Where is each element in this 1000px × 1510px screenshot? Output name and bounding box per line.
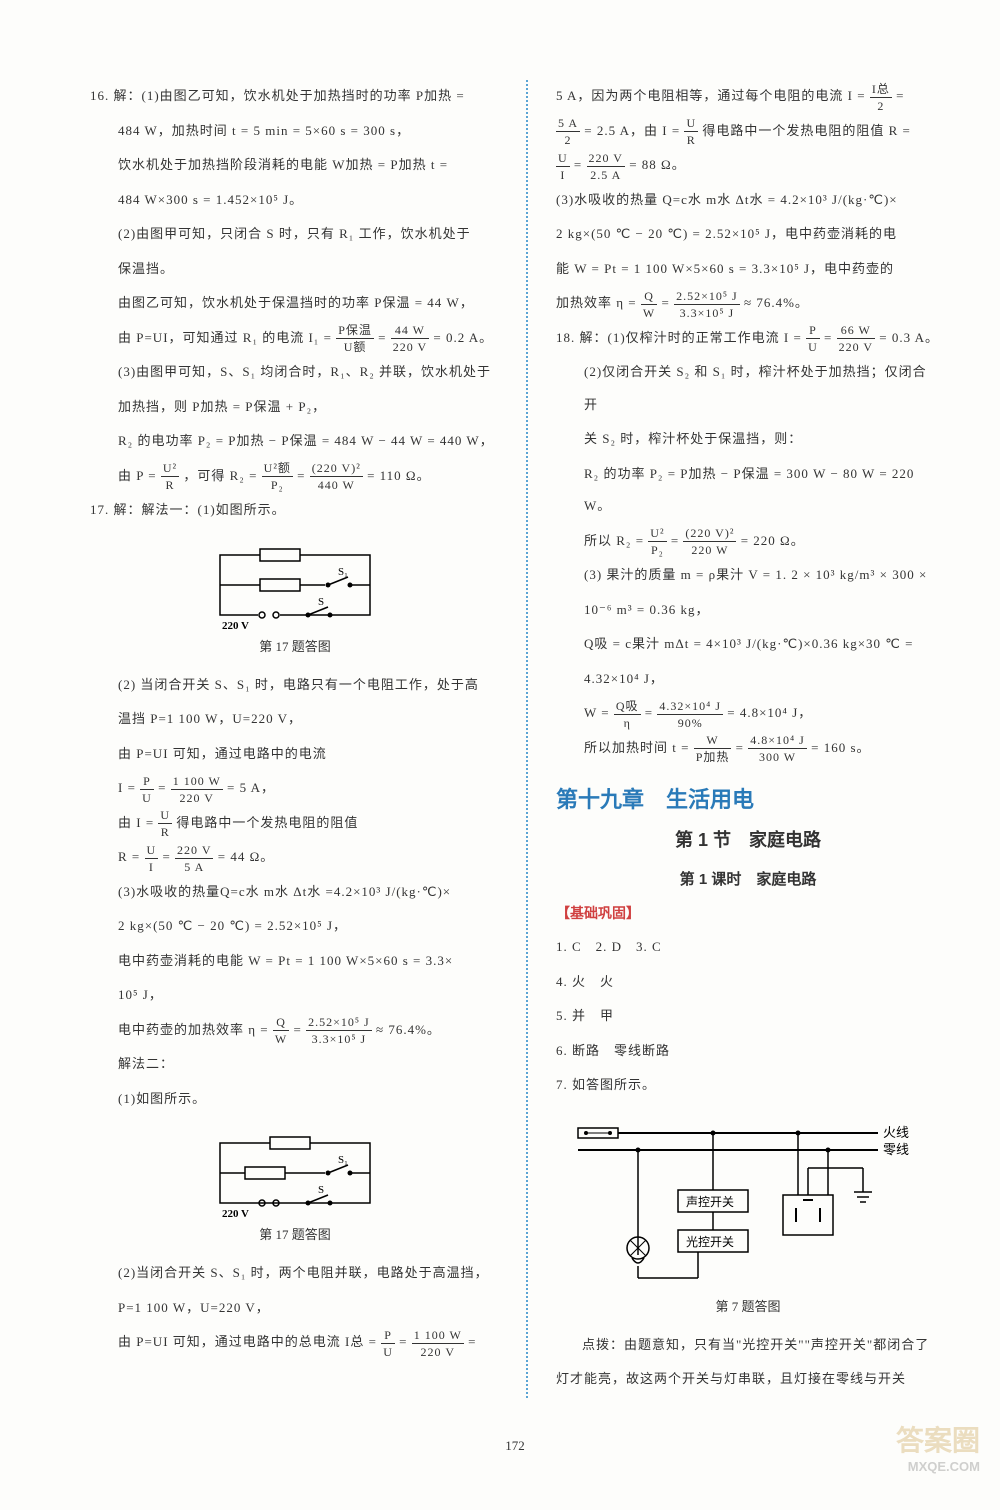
- chapter-title: 第十九章 生活用电: [556, 782, 940, 814]
- q18-line: W = Q吸η = 4.32×10⁴ J90% = 4.8×10⁴ J，: [556, 697, 940, 730]
- watermark: 答案圈 MXQE.COM: [896, 1419, 980, 1474]
- q16-line: 由 P=UI，可知通过 R₁ 的电流 I₁ = P保温U额 = 44 W220 …: [90, 322, 500, 355]
- hint-line: 点拨：由题意知，只有当"光控开关""声控开关"都闭合了: [556, 1329, 940, 1362]
- q18-line: (3) 果汁的质量 m = ρ果汁 V = 1. 2 × 10³ kg/m³ ×…: [556, 559, 940, 592]
- q17-line: R = UI = 220 V5 A = 44 Ω。: [90, 841, 500, 874]
- answer-line: 1. C 2. D 3. C: [556, 931, 940, 964]
- q17-line: (2) 当闭合开关 S、S₁ 时，电路只有一个电阻工作，处于高: [90, 669, 500, 702]
- q7-caption: 第 7 题答图: [556, 1296, 940, 1315]
- q17-line: (1)如图所示。: [90, 1083, 500, 1116]
- q17-line: (3)水吸收的热量Q=c水 m水 Δt水 =4.2×10³ J/(kg·℃)×: [90, 876, 500, 909]
- q17-caption-1: 第 17 题答图: [90, 636, 500, 655]
- fig-label: 火线: [883, 1125, 909, 1140]
- fig-label: 220 V: [222, 1208, 249, 1218]
- cont-line: 2 kg×(50 ℃ − 20 ℃) = 2.52×10⁵ J，电中药壶消耗的电: [556, 218, 940, 251]
- answer-line: 4. 火 火: [556, 966, 940, 999]
- q17-line: 10⁵ J，: [90, 979, 500, 1012]
- q16-line: R₂ 的电功率 P₂ = P加热 − P保温 = 484 W − 44 W = …: [90, 425, 500, 458]
- q18-line: R₂ 的功率 P₂ = P加热 − P保温 = 300 W − 80 W = 2…: [556, 458, 940, 523]
- q18-line: 10⁻⁶ m³ = 0.36 kg，: [556, 594, 940, 627]
- q17-line: P=1 100 W，U=220 V，: [90, 1292, 500, 1325]
- q16-line: 加热挡，则 P加热 = P保温 + P₂，: [90, 391, 500, 424]
- q17-figure-2: S₁ S 220 V: [90, 1133, 500, 1218]
- lesson-title: 第 1 课时 家庭电路: [556, 868, 940, 889]
- fig-label: 声控开关: [686, 1195, 734, 1209]
- answer-line: 5. 并 甲: [556, 1000, 940, 1033]
- answer-line: 6. 断路 零线断路: [556, 1035, 940, 1068]
- q18-line: 18. 解：(1)仅榨汁时的正常工作电流 I = PU = 66 W220 V …: [556, 322, 940, 355]
- q16-line: 484 W，加热时间 t = 5 min = 5×60 s = 300 s，: [90, 115, 500, 148]
- q16-line: (3)由图甲可知，S、S₁ 均闭合时，R₁、R₂ 并联，饮水机处于: [90, 356, 500, 389]
- q16-line: (2)由图甲可知，只闭合 S 时，只有 R₁ 工作，饮水机处于: [90, 218, 500, 251]
- q17-line: 2 kg×(50 ℃ − 20 ℃) = 2.52×10⁵ J，: [90, 910, 500, 943]
- q17-figure-1: S₁ S 220 V: [90, 545, 500, 630]
- cont-line: 加热效率 η = QW = 2.52×10⁵ J3.3×10⁵ J ≈ 76.4…: [556, 287, 940, 320]
- fig-label: 220 V: [222, 620, 249, 630]
- fig-label: S₁: [338, 566, 348, 578]
- q17-line: I = PU = 1 100 W220 V = 5 A，: [90, 772, 500, 805]
- q16-line: 由 P = U²R ，可得 R₂ = U²额P₂ = (220 V)²440 W…: [90, 460, 500, 493]
- q18-line: (2)仅闭合开关 S₂ 和 S₁ 时，榨汁杯处于加热挡；仅闭合开: [556, 356, 940, 421]
- q17-line: 电中药壶消耗的电能 W = Pt = 1 100 W×5×60 s = 3.3×: [90, 945, 500, 978]
- cont-line: 5 A，因为两个电阻相等，通过每个电阻的电流 I = I总2 =: [556, 80, 940, 113]
- q16-line: 保温挡。: [90, 253, 500, 286]
- q17-line: (2)当闭合开关 S、S₁ 时，两个电阻并联，电路处于高温挡，: [90, 1257, 500, 1290]
- answer-line: 7. 如答图所示。: [556, 1069, 940, 1102]
- q18-line: Q吸 = c果汁 mΔt = 4×10³ J/(kg·℃)×0.36 kg×30…: [556, 628, 940, 661]
- q18-line: 所以加热时间 t = WP加热 = 4.8×10⁴ J300 W = 160 s…: [556, 732, 940, 765]
- hint-line: 灯才能亮，故这两个开关与灯串联，且灯接在零线与开关: [556, 1363, 940, 1396]
- page-number: 172: [90, 1438, 940, 1454]
- cont-line: 5 A2 = 2.5 A，由 I = UR 得电路中一个发热电阻的阻值 R =: [556, 115, 940, 148]
- q16-line: 16. 解：(1)由图乙可知，饮水机处于加热挡时的功率 P加热 =: [90, 80, 500, 113]
- cont-line: 能 W = Pt = 1 100 W×5×60 s = 3.3×10⁵ J，电中…: [556, 253, 940, 286]
- q17-line: 17. 解：解法一：(1)如图所示。: [90, 494, 500, 527]
- q18-line: 所以 R₂ = U²P₂ = (220 V)²220 W = 220 Ω。: [556, 525, 940, 558]
- fig-label: 光控开关: [686, 1235, 734, 1249]
- fig-label: 零线: [883, 1142, 909, 1157]
- q17-line: 电中药壶的加热效率 η = QW = 2.52×10⁵ J3.3×10⁵ J ≈…: [90, 1014, 500, 1047]
- q18-line: 4.32×10⁴ J，: [556, 663, 940, 696]
- q17-line: 解法二：: [90, 1048, 500, 1081]
- fig-label: S: [318, 596, 324, 608]
- basic-title: 【基础巩固】: [556, 903, 940, 923]
- fig-label: S: [318, 1184, 324, 1196]
- q16-line: 饮水机处于加热挡阶段消耗的电能 W加热 = P加热 t =: [90, 149, 500, 182]
- q17-line: 由 P=UI 可知，通过电路中的电流: [90, 738, 500, 771]
- q17-caption-2: 第 17 题答图: [90, 1224, 500, 1243]
- q17-line: 温挡 P=1 100 W，U=220 V，: [90, 703, 500, 736]
- section-title: 第 1 节 家庭电路: [556, 826, 940, 852]
- q16-line: 484 W×300 s = 1.452×10⁵ J。: [90, 184, 500, 217]
- column-divider: [526, 80, 530, 1398]
- fig-label: S₁: [338, 1154, 348, 1166]
- q16-line: 由图乙可知，饮水机处于保温挡时的功率 P保温 = 44 W，: [90, 287, 500, 320]
- q18-line: 关 S₂ 时，榨汁杯处于保温挡，则：: [556, 423, 940, 456]
- q7-figure: 火线 零线 光控开关 声控开关: [556, 1120, 940, 1290]
- q17-line: 由 P=UI 可知，通过电路中的总电流 I总 = PU = 1 100 W220…: [90, 1326, 500, 1359]
- q17-line: 由 I = UR 得电路中一个发热电阻的阻值: [90, 807, 500, 840]
- cont-line: UI = 220 V2.5 A = 88 Ω。: [556, 149, 940, 182]
- cont-line: (3)水吸收的热量 Q=c水 m水 Δt水 = 4.2×10³ J/(kg·℃)…: [556, 184, 940, 217]
